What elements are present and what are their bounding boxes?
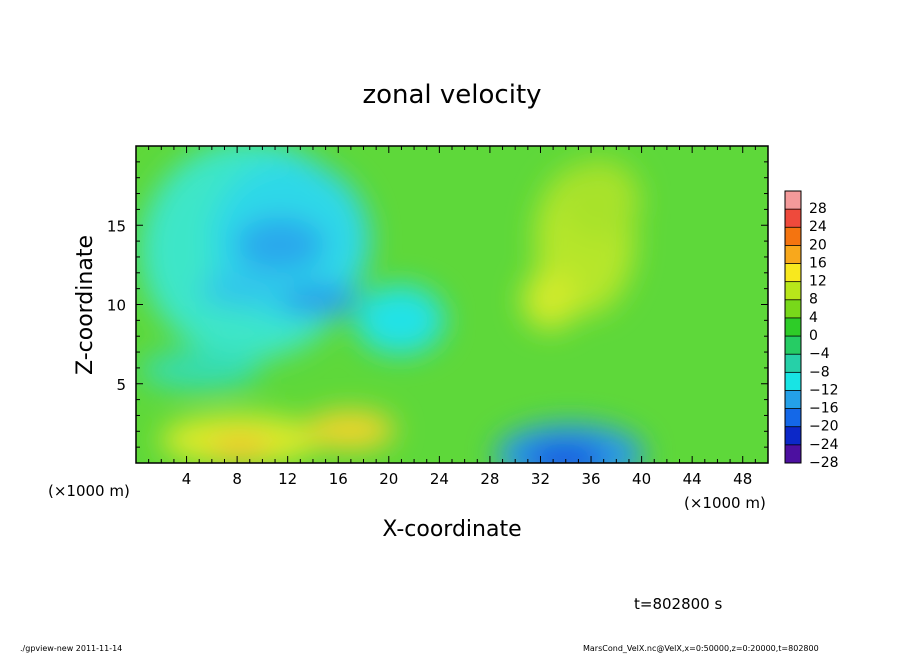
colorbar-label: 12 [809, 274, 827, 290]
field-blobs [140, 146, 645, 463]
x-tick-label: 44 [683, 470, 702, 488]
x-tick-label: 12 [278, 470, 297, 488]
colorbar-label: 20 [809, 237, 827, 253]
plot-area [136, 146, 768, 463]
time-label: t=802800 s [634, 595, 722, 613]
colorbar-label: 24 [809, 219, 827, 235]
colorbar-label: −4 [809, 346, 830, 362]
footer-left: ./gpview-new 2011-11-14 [20, 644, 122, 653]
colorbar: 28 24 20 16 12 8 4 0 −4 −8 −12 −16 −20 −24 −28 [784, 190, 839, 471]
colorbar-swatch [785, 281, 801, 301]
x-tick-label: 36 [581, 470, 600, 488]
colorbar-swatch [785, 317, 801, 337]
x-tick-label: 48 [733, 470, 752, 488]
colorbar-swatch [785, 245, 801, 264]
colorbar-label: 0 [809, 328, 818, 344]
colorbar-label: 28 [809, 201, 827, 217]
colorbar-swatch [785, 263, 801, 282]
colorbar-frame [784, 190, 802, 464]
colorbar-label: −20 [809, 419, 839, 435]
y-tick-label: 5 [116, 376, 126, 394]
colorbar-label: −12 [809, 382, 839, 398]
colorbar-label: −28 [809, 455, 839, 471]
y-tick-label: 10 [107, 297, 126, 315]
x-tick-label: 16 [329, 470, 348, 488]
x-unit-label-left: (×1000 m) [48, 482, 130, 500]
x-tick-label: 32 [531, 470, 550, 488]
colorbar-swatch [785, 299, 801, 319]
x-tick-label: 24 [430, 470, 449, 488]
y-axis-label: Z-coordinate [73, 235, 98, 375]
colorbar-label: −16 [809, 401, 839, 417]
colorbar-swatch [785, 390, 801, 409]
colorbar-swatch [785, 426, 801, 446]
colorbar-swatch [785, 209, 801, 228]
x-tick-label: 40 [632, 470, 651, 488]
x-tick-label: 4 [182, 470, 192, 488]
colorbar-swatch [785, 408, 801, 428]
colorbar-label: 4 [809, 310, 818, 326]
footer-right: MarsCond_VelX.nc@VelX,x=0:50000,z=0:2000… [583, 644, 819, 653]
chart-title: zonal velocity [362, 80, 541, 110]
x-tick-label: 20 [379, 470, 398, 488]
colorbar-swatch [785, 444, 801, 464]
x-tick-label: 8 [232, 470, 242, 488]
x-axis-label: X-coordinate [382, 517, 521, 542]
colorbar-label: 16 [809, 255, 827, 271]
colorbar-label: −8 [809, 364, 830, 380]
x-tick-label: 28 [480, 470, 499, 488]
colorbar-swatch [785, 191, 801, 210]
colorbar-swatch [785, 372, 801, 391]
colorbar-label: −24 [809, 437, 839, 453]
y-tick-label: 15 [107, 217, 126, 235]
y-axis-ticks: 5 10 15 [107, 161, 768, 448]
x-unit-label-right: (×1000 m) [684, 494, 766, 512]
colorbar-swatch [785, 336, 801, 355]
colorbar-swatch [785, 227, 801, 246]
colorbar-swatch [785, 354, 801, 373]
colorbar-label: 8 [809, 292, 818, 308]
x-axis-ticks: 4 8 12 16 20 24 28 32 36 40 44 48 [148, 146, 756, 488]
